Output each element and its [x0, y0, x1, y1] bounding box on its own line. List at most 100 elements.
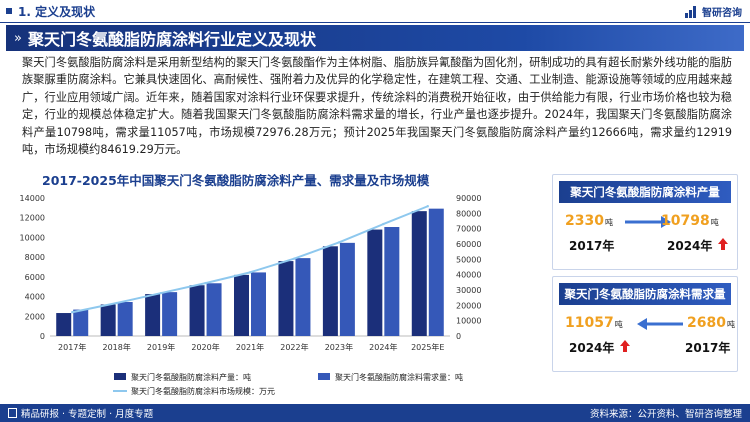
x-tick-label: 2022年 [280, 342, 308, 352]
chevron-double-right-icon: » [14, 30, 22, 46]
x-tick-label: 2023年 [325, 342, 353, 352]
chart-title: 2017-2025年中国聚天门冬氨酸脂防腐涂料产量、需求量及市场规模 [42, 173, 430, 188]
legend-swatch [318, 373, 330, 380]
y-left-tick-label: 10000 [20, 233, 45, 242]
output-end-unit: 吨 [710, 218, 719, 227]
footer-left: 精品研报 · 专题定制 · 月度专题 [8, 406, 153, 420]
demand-card-title: 聚天门冬氨酸脂防腐涂料需求量 [559, 283, 731, 305]
title-banner: » 聚天门冬氨酸脂防腐涂料行业定义及现状 [6, 25, 744, 51]
up-arrow-icon [620, 340, 630, 352]
y-right-tick-label: 20000 [456, 301, 481, 310]
x-tick-label: 2018年 [102, 342, 130, 352]
y-left-tick-label: 2000 [25, 312, 45, 321]
demand-card: 聚天门冬氨酸脂防腐涂料需求量 11057 吨 2024年 2680 吨 2017… [552, 276, 738, 372]
legend-label: 聚天门冬氨酸脂防腐涂料需求量：吨 [335, 372, 463, 382]
y-right-tick-label: 90000 [456, 194, 481, 203]
demand-2024-value: 11057 吨 [565, 315, 623, 331]
x-tick-label: 2025年E [411, 342, 444, 352]
y-left-tick-label: 0 [40, 332, 45, 341]
page-title: 聚天门冬氨酸脂防腐涂料行业定义及现状 [27, 30, 316, 49]
bar-output [56, 313, 72, 336]
x-tick-label: 2020年 [191, 342, 219, 352]
legend-label: 聚天门冬氨酸脂防腐涂料产量：吨 [131, 372, 251, 382]
output-start-unit: 吨 [604, 218, 613, 227]
demand-2024-number: 11057 [565, 315, 614, 331]
demand-2017-year: 2017年 [685, 341, 731, 355]
line-point [382, 222, 385, 226]
x-tick-label: 2024年 [369, 342, 397, 352]
header-divider [0, 22, 750, 23]
demand-2017-unit: 吨 [726, 320, 735, 329]
x-tick-label: 2019年 [147, 342, 175, 352]
bar-demand [384, 227, 400, 336]
y-right-tick-label: 10000 [456, 317, 481, 326]
left-arrow-icon [637, 318, 683, 330]
y-left-tick-label: 14000 [20, 194, 45, 203]
demand-2017-number: 2680 [687, 315, 726, 331]
document-icon [8, 408, 17, 418]
section-marker-icon [6, 8, 12, 14]
output-start-value: 2330 吨 [565, 213, 613, 229]
bar-demand [295, 258, 311, 336]
line-point [115, 301, 118, 305]
legend-label: 聚天门冬氨酸脂防腐涂料市场规模：万元 [131, 386, 275, 396]
bar-output [100, 304, 116, 336]
y-right-tick-label: 70000 [456, 225, 481, 234]
y-right-tick-label: 0 [456, 332, 461, 341]
output-end-value: 10798 吨 [661, 213, 719, 229]
brand-logo[interactable]: 智研咨询 [685, 4, 742, 19]
up-arrow-icon [718, 238, 728, 250]
logo-text: 智研咨询 [702, 8, 742, 19]
y-left-tick-label: 8000 [25, 253, 45, 262]
output-start-year: 2017年 [569, 239, 615, 253]
bar-output [322, 246, 338, 336]
output-card: 聚天门冬氨酸脂防腐涂料产量 2330 吨 2017年 10798 吨 2024年 [552, 174, 738, 270]
bar-output [145, 294, 161, 336]
x-tick-label: 2021年 [236, 342, 264, 352]
intro-paragraph: 聚天门冬氨酸脂防腐涂料是采用新型结构的聚天门冬氨酸酯作为主体树脂、脂肪族异氰酸酯… [22, 56, 732, 157]
y-left-tick-label: 12000 [20, 214, 45, 223]
bar-output [234, 274, 249, 336]
y-right-tick-label: 30000 [456, 286, 481, 295]
line-point [204, 281, 207, 285]
bar-output [411, 211, 427, 336]
bar-output [189, 285, 205, 336]
footer-left-text: 精品研报 · 专题定制 · 月度专题 [21, 409, 154, 420]
demand-2024-unit: 吨 [614, 320, 623, 329]
line-point [159, 291, 163, 295]
output-start-number: 2330 [565, 213, 604, 229]
bar-demand [73, 309, 89, 336]
y-left-tick-label: 6000 [25, 273, 45, 282]
line-point [426, 205, 429, 208]
logo-bars-icon [685, 5, 699, 18]
y-right-tick-label: 40000 [456, 271, 481, 280]
combo-chart: 0 2000 4000 6000 8000 10000 12000 14000 0 10000 20… [20, 194, 482, 396]
bar-demand [428, 208, 444, 336]
bar-demand [251, 272, 266, 336]
y-right-tick-label: 50000 [456, 255, 481, 264]
bar-demand [117, 301, 133, 336]
line-point [337, 241, 341, 244]
line-point [71, 311, 74, 314]
bar-demand [206, 283, 222, 336]
section-title: 1. 定义及现状 [18, 4, 96, 19]
line-point [248, 271, 252, 274]
footer-source: 资料来源：公开资料、智研咨询整理 [589, 409, 742, 420]
output-card-title: 聚天门冬氨酸脂防腐涂料产量 [559, 181, 731, 203]
demand-2024-year: 2024年 [569, 341, 615, 355]
footer-bar: 精品研报 · 专题定制 · 月度专题 资料来源：公开资料、智研咨询整理 [0, 404, 750, 422]
line-point [293, 257, 296, 260]
y-right-tick-label: 60000 [456, 240, 481, 249]
y-right-tick-label: 80000 [456, 209, 481, 218]
demand-2017-value: 2680 吨 [687, 315, 735, 331]
x-tick-label: 2017年 [58, 342, 86, 352]
bar-demand [162, 292, 178, 336]
bar-output [367, 229, 383, 336]
output-end-year: 2024年 [667, 239, 713, 253]
output-end-number: 10798 [661, 213, 710, 229]
right-arrow-icon [625, 216, 671, 228]
bar-output [278, 261, 294, 336]
y-left-tick-label: 4000 [25, 293, 45, 302]
legend-swatch [114, 373, 126, 380]
section-header: 1. 定义及现状 智研咨询 [0, 0, 750, 22]
